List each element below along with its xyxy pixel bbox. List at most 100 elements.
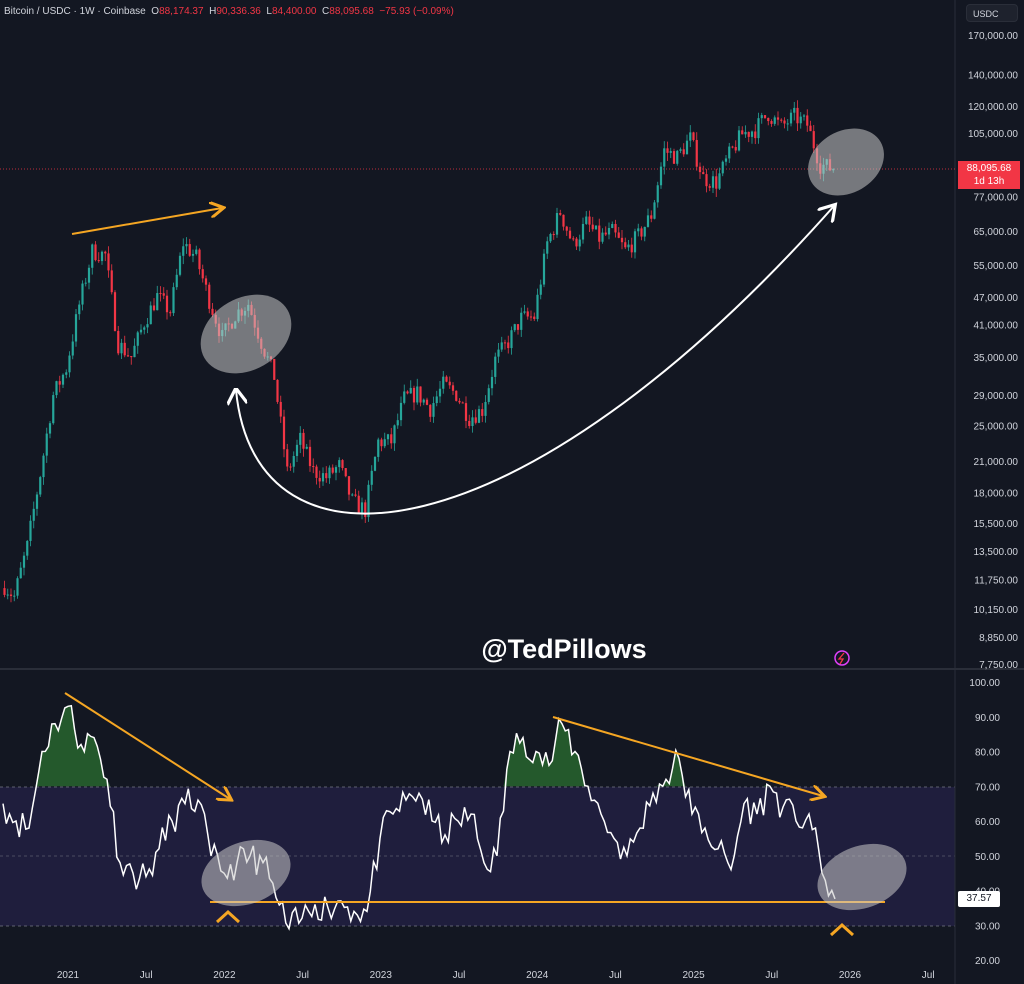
candle-body xyxy=(617,232,620,238)
candle-body xyxy=(484,401,487,416)
candle-body xyxy=(637,228,640,232)
candle-body xyxy=(542,253,546,285)
candle-body xyxy=(295,444,299,456)
candle-body xyxy=(692,132,695,141)
candle-body xyxy=(477,409,481,423)
candle-body xyxy=(19,567,22,579)
candle-body xyxy=(32,508,35,521)
rsi-tick-label: 100.00 xyxy=(969,678,1000,689)
candle-body xyxy=(107,253,110,271)
candle-body xyxy=(445,376,448,382)
symbol-header[interactable]: Bitcoin / USDC · 1W · Coinbase O88,174.3… xyxy=(4,6,454,17)
candle-body xyxy=(438,388,442,397)
candle-body xyxy=(620,237,624,243)
time-tick-label: Jul xyxy=(765,970,778,981)
candle-body xyxy=(455,390,458,401)
watermark: @TedPillows xyxy=(481,634,647,664)
currency-button[interactable]: USDC xyxy=(966,4,1018,22)
price-tick-label: 15,500.00 xyxy=(974,519,1019,530)
candle-body xyxy=(731,146,734,148)
candle-body xyxy=(705,174,708,187)
candle-body xyxy=(770,121,773,124)
candle-body xyxy=(536,294,539,320)
candle-body xyxy=(429,404,432,417)
symbol-label: Bitcoin / USDC · 1W · Coinbase xyxy=(4,6,146,17)
candle-body xyxy=(750,131,754,137)
candle-body xyxy=(208,284,211,309)
time-tick-label: Jul xyxy=(922,970,935,981)
candle-body xyxy=(45,433,48,456)
candle-body xyxy=(198,249,201,270)
candle-body xyxy=(152,305,156,311)
candle-body xyxy=(559,213,562,215)
candle-body xyxy=(276,379,279,402)
candle-body xyxy=(640,228,643,237)
price-tick-label: 35,000.00 xyxy=(974,353,1019,364)
candle-body xyxy=(572,238,575,240)
price-tick-label: 120,000.00 xyxy=(968,102,1018,113)
time-tick-label: Jul xyxy=(453,970,466,981)
last-price-value: 88,095.68 xyxy=(966,163,1012,174)
candle-body xyxy=(91,244,94,268)
candles xyxy=(3,100,835,603)
candle-body xyxy=(724,158,728,162)
candle-body xyxy=(796,107,799,124)
candle-body xyxy=(6,594,9,596)
high-label: H xyxy=(209,6,217,17)
candle-body xyxy=(507,342,510,349)
candle-body xyxy=(409,387,412,394)
candle-body xyxy=(35,494,39,509)
candle-body xyxy=(578,239,581,247)
candle-body xyxy=(744,131,747,135)
candle-body xyxy=(390,434,393,444)
rsi-overbought-fill xyxy=(3,705,835,787)
candle-body xyxy=(802,115,806,117)
candle-body xyxy=(607,227,611,235)
candle-body xyxy=(666,148,669,153)
candle-body xyxy=(591,224,594,230)
candle-body xyxy=(490,376,494,389)
candle-body xyxy=(754,131,757,139)
candle-body xyxy=(84,282,87,284)
candle-body xyxy=(87,267,91,283)
candle-body xyxy=(715,176,718,189)
candle-body xyxy=(565,226,568,231)
time-axis[interactable]: 2021 Jul 2022 Jul 2023 Jul 2024 Jul 2025 Jul 2026 J… xyxy=(57,970,935,981)
candle-body xyxy=(357,495,360,514)
open-label: O xyxy=(151,6,160,17)
rsi-axis[interactable]: 100.0090.0080.0070.0060.0050.0040.0030.0… xyxy=(969,678,1000,967)
price-tick-label: 105,000.00 xyxy=(968,129,1018,140)
candle-body xyxy=(136,332,139,346)
lightning-icon[interactable] xyxy=(834,650,850,666)
candle-body xyxy=(468,420,471,427)
candle-body xyxy=(133,345,136,358)
change-value: −75.93 (−0.09%) xyxy=(379,6,454,17)
candle-body xyxy=(377,439,380,457)
candle-body xyxy=(302,432,305,449)
close-label: C xyxy=(322,6,330,17)
price-tick-label: 55,000.00 xyxy=(974,261,1019,272)
price-tick-label: 8,850.00 xyxy=(979,633,1018,644)
rsi-downtrend-line-1 xyxy=(64,692,230,799)
rsi-tick-label: 80.00 xyxy=(975,748,1000,759)
price-tick-label: 13,500.00 xyxy=(974,547,1019,558)
candle-body xyxy=(747,131,750,137)
candle-body xyxy=(520,312,523,330)
candle-body xyxy=(3,588,6,595)
candle-body xyxy=(474,417,477,423)
candle-body xyxy=(29,520,32,541)
price-axis[interactable]: 170,000.00 140,000.00 120,000.00 105,000.00… xyxy=(968,31,1018,671)
price-higher-high-trendline xyxy=(71,208,222,235)
candle-body xyxy=(702,172,705,175)
candle-body xyxy=(117,330,120,354)
price-tick-label: 77,000.00 xyxy=(974,192,1019,203)
candle-body xyxy=(399,402,403,421)
candle-body xyxy=(100,251,104,262)
candle-body xyxy=(279,401,282,417)
candle-body xyxy=(123,342,126,356)
candle-body xyxy=(188,244,191,256)
candle-body xyxy=(552,234,555,236)
candle-body xyxy=(669,151,672,153)
rsi-tick-label: 20.00 xyxy=(975,956,1000,967)
